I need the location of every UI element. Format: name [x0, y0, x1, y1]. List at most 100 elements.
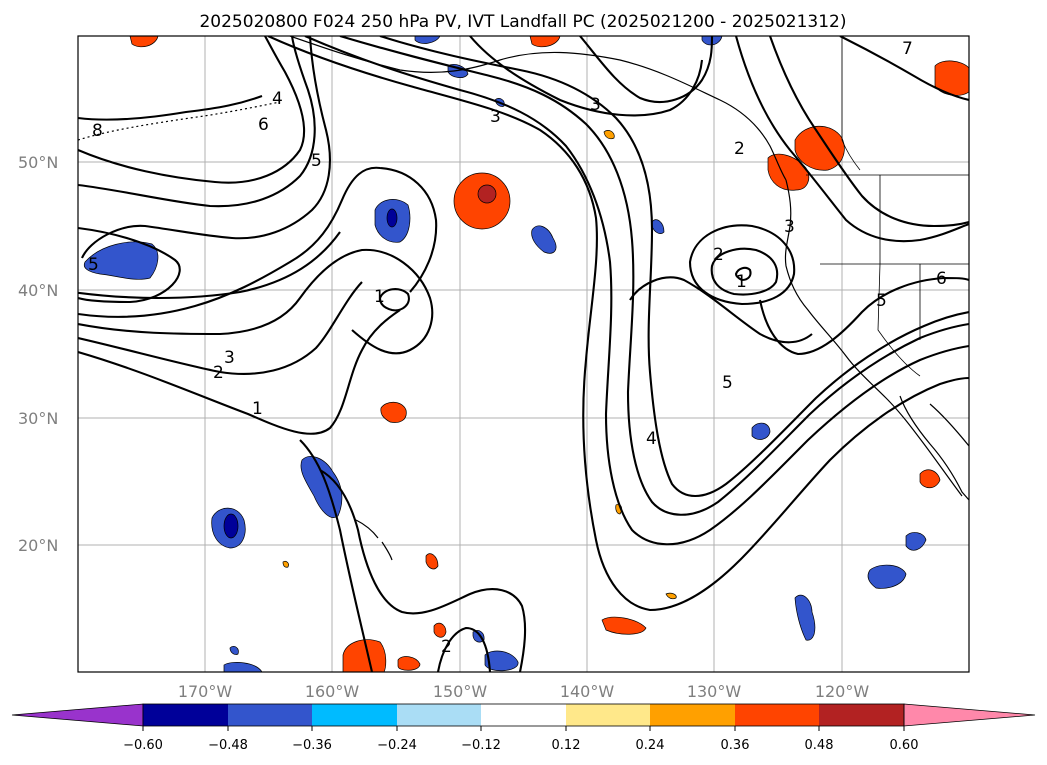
- contour-4-west: [78, 166, 438, 318]
- pos-blob-south-3: [919, 469, 941, 489]
- contour-3-west: [78, 248, 434, 355]
- contour-jet-core-1: [267, 36, 969, 612]
- colorbar-bin: [228, 704, 312, 726]
- pos-blob-small-3: [282, 561, 289, 568]
- neg-blob-143w: [531, 225, 557, 254]
- neg-blob-coast-30n: [751, 422, 771, 440]
- contour-jet-core-2: [304, 36, 969, 546]
- contour-low-2: [688, 224, 796, 306]
- contour-label: 3: [224, 348, 235, 368]
- pos-blob-small-2: [665, 592, 677, 600]
- contour-label: 3: [490, 107, 501, 127]
- contour-label: 5: [876, 291, 887, 311]
- pos-blob-south-1: [601, 616, 647, 635]
- neg-blob-small-1: [651, 219, 665, 234]
- coastline-pacific-nw: [784, 179, 963, 497]
- colorbar-extend-high: [903, 703, 1036, 727]
- contour-2-west: [78, 281, 363, 375]
- contour-5-loop-west: [81, 36, 331, 259]
- colorbar-extend-low: [11, 703, 144, 727]
- contour-upper-loop: [469, 36, 704, 117]
- coastline-alaska: [289, 36, 787, 181]
- pv-positive-anomalies: [129, 36, 969, 672]
- colorbar-bin: [819, 704, 904, 726]
- colorbar-bin: [735, 704, 819, 726]
- lon-label: 140°W: [560, 682, 615, 701]
- coastlines: [78, 36, 969, 561]
- colorbar-tick-label: 0.24: [636, 738, 665, 753]
- map-frame: [77, 35, 970, 673]
- colorbar-tick-label: −0.60: [123, 738, 163, 753]
- map-title: 2025020800 F024 250 hPa PV, IVT Landfall…: [199, 12, 846, 32]
- contour-jet-core-4: [379, 36, 969, 497]
- latitude-labels: 50°N 40°N 30°N 20°N: [18, 153, 58, 555]
- neg-core-25n: [223, 513, 239, 539]
- colorbar-bin: [650, 704, 735, 726]
- contour-labels: 8 6 5 4 3 2 1 3 2 1 5 4 3 2 1 4 5 5 3 7 …: [88, 39, 947, 657]
- contour-label: 2: [713, 245, 724, 265]
- colorbar-bin: [143, 704, 228, 726]
- neg-blob-small-3: [229, 646, 239, 655]
- contour-1-west: [78, 309, 401, 435]
- contour-label: 2: [734, 139, 745, 159]
- colorbar-frame: [142, 703, 905, 727]
- aleutians: [78, 101, 281, 141]
- colorbar-tick-label: −0.24: [377, 738, 417, 753]
- contour-4-small-loop: [378, 288, 410, 312]
- colorbar-tick-label: 0.48: [805, 738, 834, 753]
- contour-south-loop: [319, 469, 527, 672]
- pos-blob-bottom-155w: [342, 639, 387, 672]
- contour-western-loop: [78, 36, 306, 184]
- colorbar-tick-label: −0.48: [208, 738, 248, 753]
- contour-jet-core-5: [78, 231, 341, 300]
- contour-8: [78, 95, 263, 121]
- contour-label: 4: [646, 429, 657, 449]
- lon-label: 130°W: [687, 682, 742, 701]
- contour-label: 4: [272, 89, 283, 109]
- contour-jet-core-3: [339, 36, 969, 516]
- contour-south-bottom: [436, 626, 492, 672]
- contour-label: 5: [722, 373, 733, 393]
- lon-label: 150°W: [433, 682, 488, 701]
- contour-label: 8: [92, 121, 103, 141]
- pos-blob-nw-coast: [794, 125, 845, 171]
- contour-label: 5: [88, 255, 99, 275]
- neg-blob-south-1: [867, 564, 907, 589]
- contour-6: [78, 36, 316, 208]
- contour-low-1: [710, 247, 779, 296]
- contour-se-curve-1: [758, 276, 969, 356]
- lon-label: 120°W: [815, 682, 870, 701]
- political-borders: [806, 36, 969, 377]
- border-alaska-canada: [841, 36, 861, 171]
- pos-blob-south-2: [425, 553, 439, 570]
- colorbar-bin: [397, 704, 481, 726]
- contour-5-west: [78, 226, 181, 304]
- ivt-contours: [78, 36, 969, 672]
- contour-south-left: [299, 439, 374, 672]
- neg-blob-south-3: [794, 594, 816, 641]
- map-area: 8 6 5 4 3 2 1 3 2 1 5 4 3 2 1 4 5 5 3 7 …: [78, 36, 969, 672]
- contour-label: 3: [784, 217, 795, 237]
- contour-ne-7: [839, 36, 969, 102]
- lat-label: 40°N: [18, 281, 58, 300]
- pv-negative-anomalies: [83, 36, 927, 672]
- contour-low-1-inner: [734, 266, 752, 282]
- contour-label: 7: [902, 39, 913, 59]
- contour-label: 5: [311, 151, 322, 171]
- contour-label: 6: [936, 269, 947, 289]
- hawaii-islands: [355, 519, 393, 561]
- contour-label: 6: [258, 115, 269, 135]
- coastline-baja: [899, 395, 969, 501]
- contour-label: 1: [252, 399, 263, 419]
- colorbar-tick-label: 0.60: [890, 738, 919, 753]
- colorbar-bin: [481, 704, 566, 726]
- pos-blob-south-4: [433, 622, 447, 638]
- contour-upper-3: [579, 36, 714, 103]
- colorbar-tick-label: 0.36: [721, 738, 750, 753]
- contour-label: 1: [374, 287, 385, 307]
- lon-label: 160°W: [305, 682, 360, 701]
- neg-core-165w: [386, 208, 398, 228]
- contour-label: 3: [590, 95, 601, 115]
- contour-se-curve-2: [629, 276, 813, 344]
